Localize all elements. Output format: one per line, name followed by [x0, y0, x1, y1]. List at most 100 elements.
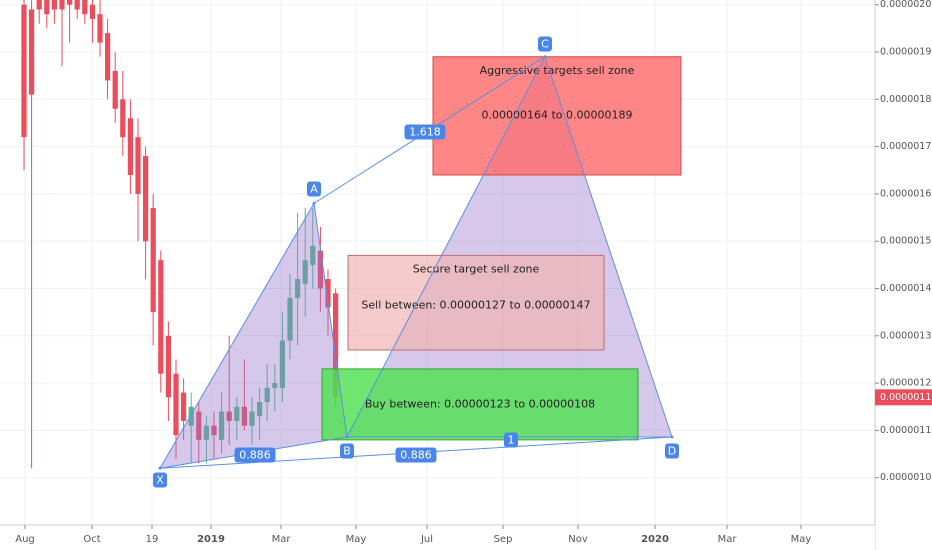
- candle-body: [173, 373, 179, 436]
- candle-body: [257, 402, 263, 417]
- y-tick-label: 0.00000200: [880, 0, 932, 10]
- candle-body: [287, 297, 293, 341]
- y-tick-label: 0.00000140: [880, 283, 932, 294]
- candle-body: [36, 0, 42, 10]
- candle-body: [302, 260, 308, 284]
- candle-body: [21, 4, 27, 138]
- last-price-label: 0.00000117: [880, 392, 932, 403]
- candle-body: [249, 411, 255, 426]
- candle-body: [310, 245, 316, 265]
- y-tick-label: 0.00000150: [880, 236, 932, 247]
- point-label: D: [668, 445, 676, 458]
- y-tick-label: 0.00000170: [880, 141, 932, 152]
- candle-body: [29, 9, 35, 95]
- candle-body: [67, 0, 73, 5]
- candle-body: [89, 4, 95, 19]
- candle-body: [196, 411, 202, 440]
- ratio-label-box: [395, 447, 437, 463]
- candle-body: [143, 156, 149, 242]
- x-tick-label: May: [791, 534, 812, 545]
- y-tick-label: 0.00000130: [880, 330, 932, 341]
- zone-box: [432, 56, 682, 176]
- y-tick-label: 0.00000100: [880, 472, 932, 483]
- candle-body: [127, 118, 133, 175]
- pattern-line: [544, 56, 673, 438]
- candle-body: [226, 411, 232, 421]
- point-label-box: [307, 181, 321, 197]
- candle-body: [234, 406, 240, 421]
- candle-body: [188, 406, 194, 426]
- candle-body: [44, 0, 50, 15]
- candle-body: [82, 0, 88, 15]
- y-tick-label: 0.00000160: [880, 188, 932, 199]
- point-label-box: [665, 443, 679, 459]
- candle-body: [59, 0, 65, 10]
- x-tick-label: Mar: [718, 534, 738, 545]
- zone-text: 0.00000164 to 0.00000189: [481, 109, 632, 122]
- candle-body: [333, 293, 339, 398]
- point-label-box: [340, 443, 354, 459]
- x-tick-label: May: [346, 534, 367, 545]
- candle-body: [51, 0, 57, 10]
- ratio-label-box: [404, 124, 446, 140]
- x-tick-label: 2020: [641, 534, 669, 545]
- candle-body: [241, 406, 247, 426]
- candle-body: [112, 70, 118, 109]
- candle-body: [105, 33, 111, 81]
- zone-box: [347, 254, 605, 351]
- pattern-line: [346, 56, 546, 438]
- ratio-label: 0.886: [400, 449, 432, 462]
- candle-body: [150, 208, 156, 313]
- candle-body: [325, 279, 331, 308]
- x-tick-label: 19: [146, 534, 159, 545]
- zone-text: Secure target sell zone: [413, 262, 540, 275]
- x-tick-label: Nov: [568, 534, 588, 545]
- ratio-label: 0.886: [239, 449, 271, 462]
- candle-body: [295, 279, 301, 298]
- pattern-point: [158, 466, 162, 470]
- x-tick-label: Mar: [272, 534, 292, 545]
- candle-body: [120, 99, 126, 138]
- point-label-box: [538, 36, 552, 52]
- x-tick-label: Jul: [420, 534, 433, 545]
- candle-body: [264, 387, 270, 403]
- point-label: B: [343, 445, 351, 458]
- pattern-point: [543, 55, 547, 59]
- point-label: A: [310, 183, 318, 196]
- x-tick-label: 2019: [197, 534, 225, 545]
- ratio-label: 1: [508, 434, 515, 447]
- candle-body: [135, 137, 141, 194]
- point-label: C: [541, 38, 549, 51]
- zone-text: Sell between: 0.00000127 to 0.00000147: [361, 298, 590, 311]
- x-tick-label: Sep: [494, 534, 513, 545]
- y-tick-label: 0.00000190: [880, 47, 932, 58]
- candle-body: [317, 250, 323, 289]
- candle-body: [219, 411, 225, 440]
- zone-box: [321, 368, 639, 441]
- price-axis: [875, 0, 932, 550]
- y-tick-label: 0.00000110: [880, 425, 932, 436]
- pattern-point: [345, 435, 349, 439]
- pattern-line: [159, 203, 315, 469]
- y-tick-label: 0.00000120: [880, 378, 932, 389]
- candle-body: [211, 425, 217, 436]
- point-label: X: [156, 474, 164, 487]
- x-tick-label: Oct: [83, 534, 100, 545]
- candle-body: [74, 0, 80, 10]
- last-price-tag: [875, 389, 932, 406]
- zone-text: Buy between: 0.00000123 to 0.00000108: [365, 397, 595, 410]
- candle-body: [158, 260, 164, 374]
- ratio-label-box: [504, 432, 518, 448]
- time-axis: [0, 525, 875, 550]
- candle-body: [165, 335, 171, 398]
- zone-text: Aggressive targets sell zone: [480, 64, 635, 77]
- pattern-point: [312, 201, 316, 205]
- ratio-label-box: [234, 447, 276, 463]
- candle-body: [97, 14, 103, 43]
- y-tick-label: 0.00000180: [880, 94, 932, 105]
- pattern-line: [313, 203, 348, 438]
- candle-body: [203, 425, 209, 440]
- x-tick-label: Aug: [15, 534, 35, 545]
